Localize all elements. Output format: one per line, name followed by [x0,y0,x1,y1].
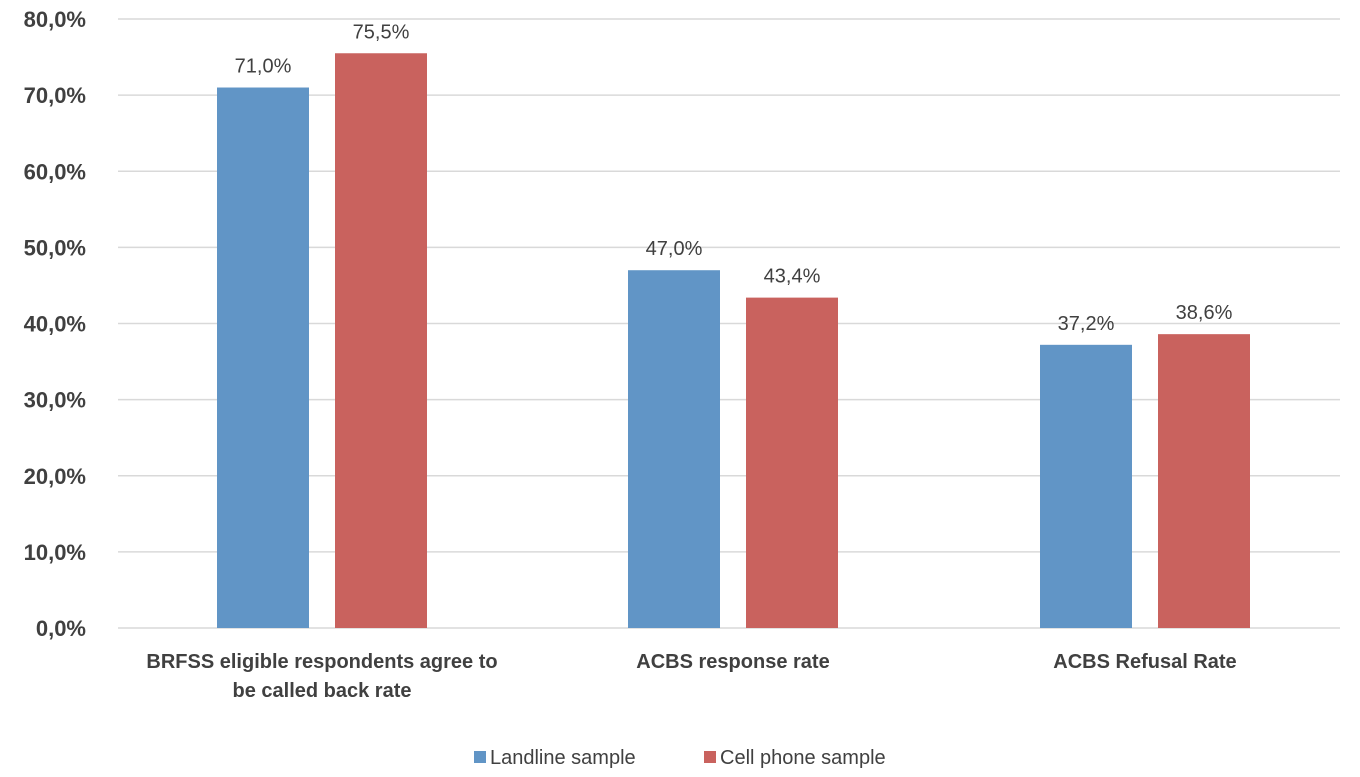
x-tick-label: ACBS Refusal Rate [1053,651,1236,673]
bar [746,297,838,628]
bar [1158,334,1250,628]
data-label: 47,0% [646,238,703,260]
y-tick-label: 60,0% [24,159,86,184]
y-tick-label: 40,0% [24,312,86,337]
legend-swatch [474,751,486,763]
legend-label: Cell phone sample [720,747,886,769]
bar [1040,344,1132,628]
gridlines [118,18,1340,629]
y-axis-tick-labels: 0,0% 10,0% 20,0% 30,0% 40,0% 50,0% 60,0% 70,0% 8… [24,7,86,641]
x-tick-label: BRFSS eligible respondents agree to [146,651,497,673]
data-label: 75,5% [353,21,410,43]
data-labels: 71,0% 47,0% 37,2% 75,5% 43,4% 38,6% [235,21,1233,335]
bars [217,53,1250,629]
data-label: 71,0% [235,56,292,78]
bar [335,53,427,629]
y-tick-label: 50,0% [24,235,86,260]
y-tick-label: 20,0% [24,464,86,489]
legend: Landline sample Cell phone sample [474,747,886,769]
y-tick-label: 70,0% [24,83,86,108]
data-label: 38,6% [1176,302,1233,324]
x-tick-label: ACBS response rate [636,651,829,673]
legend-swatch [704,751,716,763]
y-tick-label: 0,0% [36,616,86,641]
y-tick-label: 80,0% [24,7,86,32]
x-tick-label: be called back rate [233,680,412,702]
y-tick-label: 10,0% [24,540,86,565]
y-tick-label: 30,0% [24,388,86,413]
legend-label: Landline sample [490,747,636,769]
data-label: 43,4% [764,266,821,288]
bar [217,87,309,628]
data-label: 37,2% [1058,313,1115,335]
x-axis-category-labels: BRFSS eligible respondents agree to be ca… [146,651,1236,702]
bar [628,270,720,628]
